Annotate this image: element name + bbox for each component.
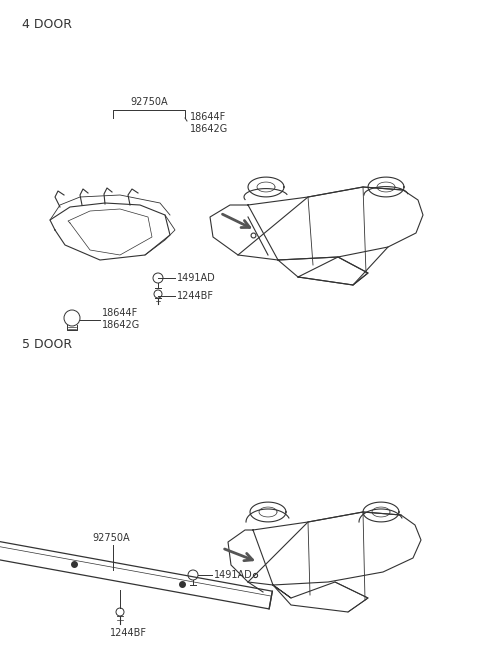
Text: 1244BF: 1244BF <box>177 291 214 301</box>
Text: 18644F
18642G: 18644F 18642G <box>190 112 228 134</box>
Text: 18644F
18642G: 18644F 18642G <box>102 308 140 330</box>
Text: 5 DOOR: 5 DOOR <box>22 338 72 351</box>
Text: 4 DOOR: 4 DOOR <box>22 18 72 31</box>
Text: 92750A: 92750A <box>130 97 168 107</box>
Text: 92750A: 92750A <box>92 533 130 543</box>
Text: 1491AD: 1491AD <box>177 273 216 283</box>
Text: 1491AD: 1491AD <box>214 570 253 580</box>
Text: 1244BF: 1244BF <box>110 628 147 638</box>
